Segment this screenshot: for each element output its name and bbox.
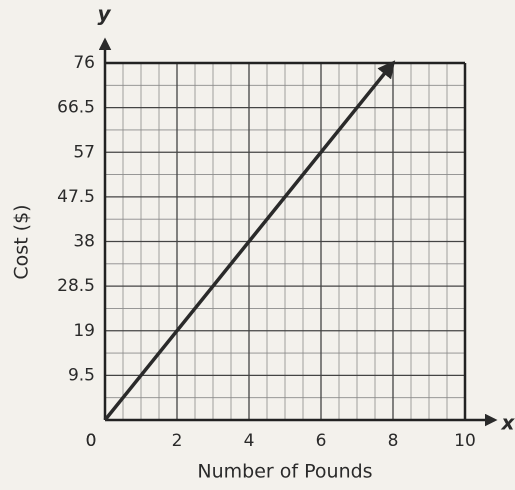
y-axis-letter: y xyxy=(97,2,111,26)
data-line xyxy=(103,60,396,422)
y-tick-label: 9.5 xyxy=(68,365,95,385)
x-tick-label: 8 xyxy=(388,431,399,451)
y-tick-label: 47.5 xyxy=(57,187,95,207)
y-tick-label: 28.5 xyxy=(57,276,95,296)
y-tick-label: 0 xyxy=(86,431,97,451)
y-tick-label: 57 xyxy=(73,142,95,162)
x-tick-label: 4 xyxy=(244,431,255,451)
y-tick-label: 19 xyxy=(73,321,95,341)
x-axis-label: Number of Pounds xyxy=(197,461,372,483)
y-tick-label: 76 xyxy=(73,53,95,73)
x-tick-label: 6 xyxy=(316,431,327,451)
x-tick-label: 2 xyxy=(172,431,183,451)
y-axis-label: Cost ($) xyxy=(11,204,33,279)
y-tick-label: 66.5 xyxy=(57,98,95,118)
y-tick-label: 38 xyxy=(73,232,95,252)
x-tick-label: 10 xyxy=(454,431,476,451)
x-tick-label: 0 xyxy=(86,431,97,451)
x-axis-letter: x xyxy=(501,411,515,435)
